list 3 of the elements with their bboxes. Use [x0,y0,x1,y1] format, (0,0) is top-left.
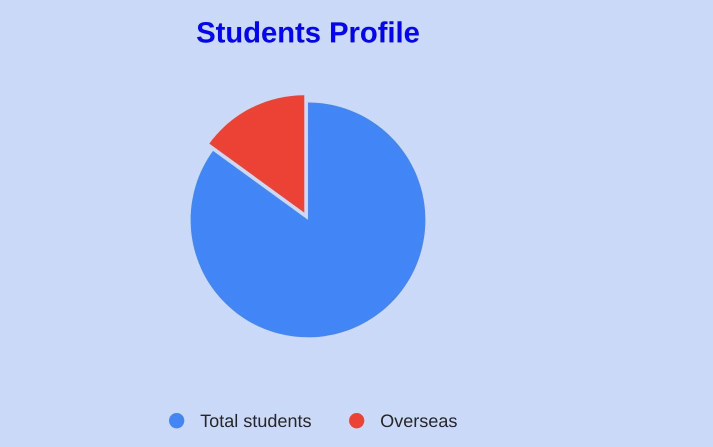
chart-title: Students Profile [197,21,419,43]
legend-label: Overseas [381,414,457,428]
legend-label: Total students [200,414,311,428]
